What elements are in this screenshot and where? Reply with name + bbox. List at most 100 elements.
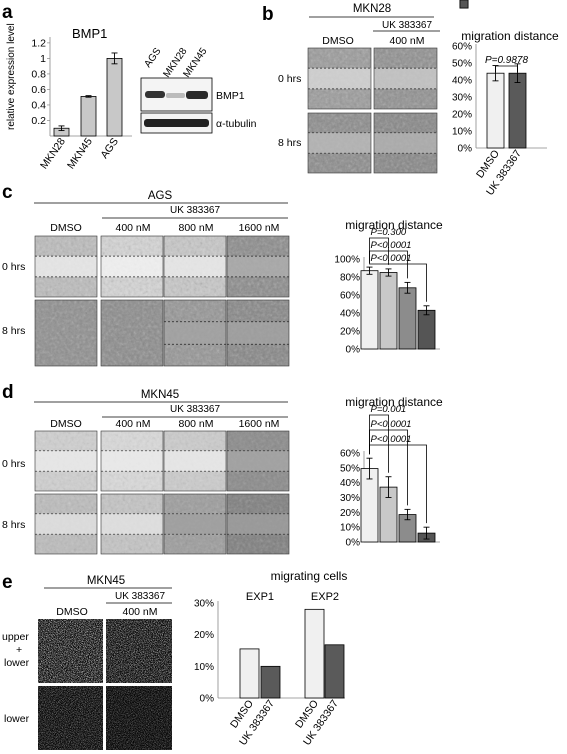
panel-a-ylabel: relative expression level <box>6 23 17 130</box>
y-tick-label: 20% <box>452 110 472 121</box>
bar <box>379 272 398 350</box>
bar <box>508 72 527 149</box>
significance-bracket <box>369 414 389 473</box>
y-tick-label: 30% <box>340 493 360 504</box>
y-tick-label: 0% <box>458 144 473 155</box>
y-tick-label: 50% <box>340 463 360 474</box>
bar <box>324 644 345 699</box>
scratch-gap <box>308 68 371 89</box>
panel-c-col-1600: 1600 nM <box>239 222 280 234</box>
x-tick-label: MKN45 <box>65 136 95 172</box>
scratch-gap <box>164 256 226 277</box>
bar <box>106 58 123 137</box>
panel-b-cell-line: MKN28 <box>353 3 391 15</box>
blot-band <box>144 119 209 127</box>
legend-label: 800 mM UK 383367 <box>471 0 560 3</box>
panel-d-letter: d <box>2 382 14 403</box>
panel-e-chart-title: migrating cells <box>271 569 348 583</box>
scratch-gap <box>101 513 163 535</box>
scratch-gap <box>164 321 226 345</box>
legend-label: 1600 mM UK 383367 <box>471 0 566 3</box>
micrograph-border <box>226 235 290 298</box>
micrograph-border <box>34 235 98 298</box>
panel-e-cell-line: MKN45 <box>87 575 125 587</box>
y-tick-label: 30% <box>452 93 472 104</box>
y-tick-label: 40% <box>340 309 360 320</box>
panel-e-letter: e <box>2 572 13 593</box>
y-tick-label: 50% <box>452 59 472 70</box>
panel-c-migration-chart: 0% 20% 40% 60% 80% 100% P<0.0001 P<0.0001 P=0.30… <box>334 227 440 356</box>
y-tick-label: 40% <box>452 76 472 87</box>
panel-c-micrographs <box>34 235 290 367</box>
micrograph-texture <box>101 300 163 366</box>
panel-d-col-dmso: DMSO <box>50 418 82 430</box>
y-tick-label: 0.4 <box>31 99 46 111</box>
significance-bracket <box>369 263 427 302</box>
panel-d-row-0hrs: 0 hrs <box>2 458 25 470</box>
micrograph-border <box>373 112 438 174</box>
scratch-gap <box>374 68 437 89</box>
panel-d-col-800: 800 nM <box>178 418 213 430</box>
panel-b-row-8hrs: 8 hrs <box>278 137 301 149</box>
panel-c-col-800: 800 nM <box>178 222 213 234</box>
scratch-gap <box>35 513 97 535</box>
y-tick-label: 20% <box>340 508 360 519</box>
micrograph-border <box>226 299 290 367</box>
pvalue-label: P<0.0001 <box>371 253 412 264</box>
y-tick-label: 0% <box>200 694 215 705</box>
panel-b-micrographs <box>307 47 438 174</box>
micrograph-border <box>100 493 164 555</box>
panel-e-row-lower: lower <box>4 657 30 669</box>
panel-d-micrographs <box>34 430 290 555</box>
pvalue-label: P=0.001 <box>371 404 407 415</box>
significance-bracket <box>495 65 518 72</box>
panel-d-treatment: UK 383367 <box>170 404 220 415</box>
micrograph-border <box>100 235 164 298</box>
panel-c-col-dmso: DMSO <box>50 222 82 234</box>
panel-e-col-dmso: DMSO <box>56 606 88 618</box>
blot-lane-ags: AGS <box>142 46 163 70</box>
bar <box>239 648 260 699</box>
panel-b-letter: b <box>262 4 274 25</box>
x-tick-label: MKN28 <box>38 136 68 172</box>
panel-c-letter: c <box>2 182 13 203</box>
y-tick-label: 0% <box>346 345 361 356</box>
blot-band <box>145 91 165 98</box>
scratch-gap <box>227 256 289 277</box>
blot-band <box>166 93 185 98</box>
scratch-gap <box>308 132 371 154</box>
y-tick-label: 1 <box>40 53 46 65</box>
y-tick-label: 0.2 <box>31 115 46 127</box>
micrograph-border <box>226 430 290 492</box>
micrograph-border <box>226 493 290 555</box>
panel-d-cell-line: MKN45 <box>141 389 179 401</box>
bar <box>360 468 379 543</box>
legend-label: DMSO <box>471 0 501 3</box>
scratch-gap <box>35 256 97 277</box>
panel-c-col-400: 400 nM <box>115 222 150 234</box>
micrograph-border <box>163 235 227 298</box>
y-tick-label: 20% <box>340 327 360 338</box>
panel-e-row-plus: + <box>16 644 22 656</box>
pvalue-label: P<0.0001 <box>371 240 412 251</box>
panel-b-treatment: UK 383367 <box>382 20 432 31</box>
pvalue-label: P<0.0001 <box>371 419 412 430</box>
y-tick-label: 10% <box>194 662 214 673</box>
y-tick-label: 10% <box>452 127 472 138</box>
panel-e-col-400: 400 nM <box>122 606 157 618</box>
panel-c-treatment: UK 383367 <box>170 205 220 216</box>
micrograph-border <box>163 430 227 492</box>
y-tick-label: 30% <box>194 599 214 610</box>
y-tick-label: 60% <box>452 42 472 53</box>
scratch-gap <box>227 513 289 535</box>
blot-band <box>186 91 208 99</box>
panel-c-row-8hrs: 8 hrs <box>2 325 25 337</box>
legend-label: 800 mM UK 383367 <box>471 0 560 3</box>
y-tick-label: 100% <box>334 255 360 266</box>
significance-bracket <box>369 237 389 265</box>
panel-d-chart-title: migration distance <box>345 395 443 409</box>
